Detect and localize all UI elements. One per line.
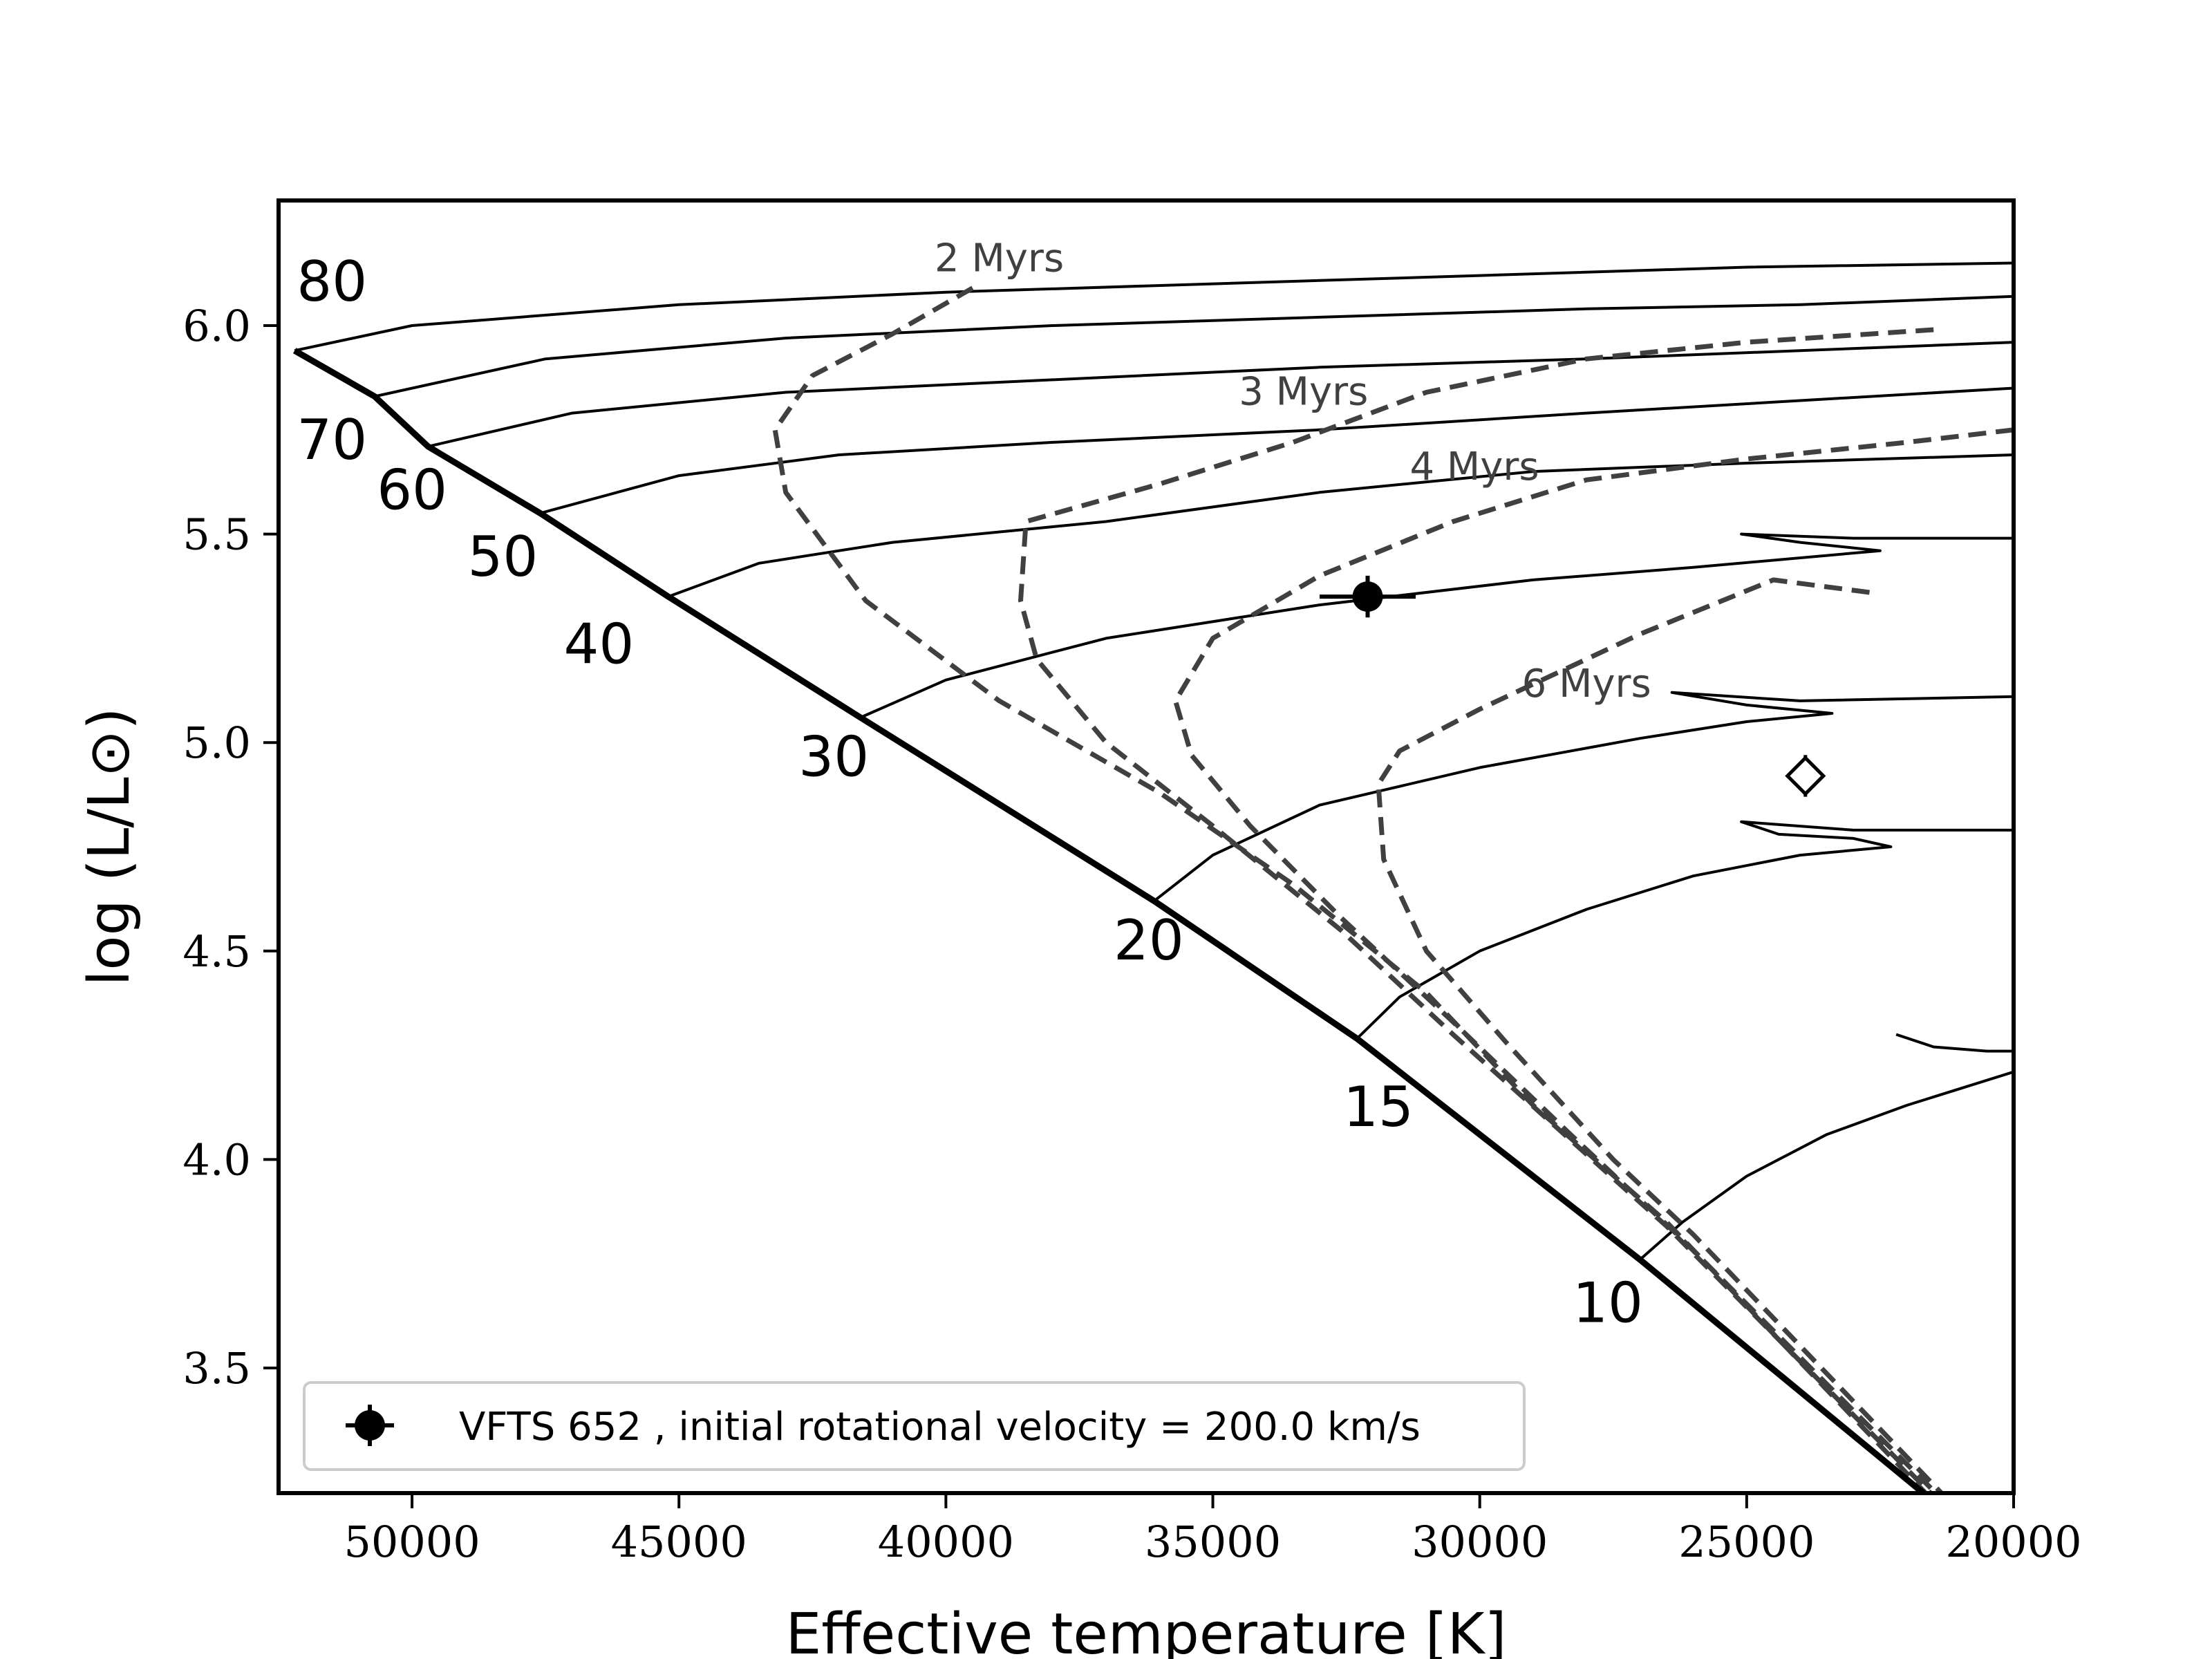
track-line-10 xyxy=(1639,1070,2014,1261)
track-line-50 xyxy=(539,386,2014,515)
isochrone-line-2 xyxy=(1018,327,1934,1493)
mass-label-50: 50 xyxy=(468,525,538,589)
mass-label-30: 30 xyxy=(798,725,869,789)
mass-label-60: 60 xyxy=(377,458,447,522)
track-hook-10 xyxy=(1895,1033,2014,1053)
x-tick-label: 20000 xyxy=(1945,1517,2081,1567)
comparison-star-point xyxy=(1785,755,1826,796)
plot-series xyxy=(292,261,2014,1493)
legend-box xyxy=(303,1381,1526,1471)
observed-star-point xyxy=(1352,581,1383,612)
x-axis-ticks: 50000 45000 40000 35000 30000 25000 20000 xyxy=(344,1493,2082,1567)
y-axis-ticks: 3.5 4.0 4.5 5.0 5.5 6.0 xyxy=(182,301,279,1394)
y-tick-label: 4.5 xyxy=(182,926,251,977)
x-tick-label: 30000 xyxy=(1412,1517,1548,1567)
mass-label-10: 10 xyxy=(1573,1271,1643,1335)
track-line-80 xyxy=(294,261,2014,353)
track-line-70 xyxy=(374,294,2014,398)
track-line-40 xyxy=(668,453,2014,598)
x-tick-label: 40000 xyxy=(878,1517,1014,1567)
mass-label-20: 20 xyxy=(1114,908,1184,973)
x-tick-label: 45000 xyxy=(611,1517,747,1567)
y-axis-label: log (L/L⊙) xyxy=(77,708,142,986)
track-line-20 xyxy=(1153,691,2014,902)
isochrone-label-3: 4 Myrs xyxy=(1409,444,1539,489)
mass-label-80: 80 xyxy=(297,250,367,314)
legend-marker xyxy=(355,1410,385,1441)
plot-frame xyxy=(276,198,2016,1495)
legend: VFTS 652 , initial rotational velocity =… xyxy=(303,1381,1526,1471)
mass-label-40: 40 xyxy=(564,612,635,677)
track-line-60 xyxy=(427,341,2014,448)
isochrone-line-4 xyxy=(1376,577,1945,1493)
track-line-30 xyxy=(859,532,2014,719)
mass-label-15: 15 xyxy=(1343,1075,1414,1139)
isochrone-label-4: 6 Myrs xyxy=(1522,662,1651,706)
y-tick-label: 3.5 xyxy=(182,1343,251,1394)
mass-label-70: 70 xyxy=(297,408,367,472)
y-tick-label: 5.5 xyxy=(182,509,251,560)
x-tick-label: 25000 xyxy=(1678,1517,1815,1567)
x-axis-label: Effective temperature [K] xyxy=(785,1602,1506,1659)
x-tick-label: 50000 xyxy=(344,1517,480,1567)
isochrone-label-1: 2 Myrs xyxy=(935,236,1064,281)
isochrone-line-3 xyxy=(1173,427,2014,1493)
track-line-15 xyxy=(1356,820,2014,1040)
y-tick-label: 5.0 xyxy=(182,718,251,768)
zams-line xyxy=(292,348,1929,1493)
isochrone-label-2: 3 Myrs xyxy=(1239,370,1368,415)
y-tick-label: 4.0 xyxy=(182,1134,251,1185)
y-tick-label: 6.0 xyxy=(182,301,251,351)
x-tick-label: 35000 xyxy=(1145,1517,1281,1567)
legend-entry: VFTS 652 , initial rotational velocity =… xyxy=(459,1405,1421,1450)
